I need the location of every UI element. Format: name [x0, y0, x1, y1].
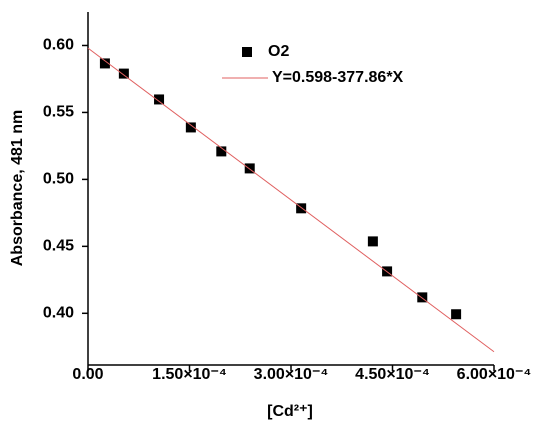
data-point — [99, 58, 110, 69]
legend-marker — [242, 47, 252, 57]
x-tick-label: 1.50×10⁻⁴ — [152, 366, 227, 383]
x-tick-label: 3.00×10⁻⁴ — [254, 366, 329, 383]
data-point — [296, 203, 307, 214]
data-point — [367, 236, 378, 247]
x-tick-label: 0.00 — [72, 366, 103, 383]
data-point — [417, 292, 428, 303]
data-point — [185, 122, 196, 133]
y-tick-label: 0.45 — [43, 238, 74, 255]
y-tick-label: 0.50 — [43, 171, 74, 188]
data-point — [154, 94, 165, 105]
fit-line — [87, 47, 495, 353]
legend-label: Y=0.598-377.86*X — [272, 69, 404, 86]
x-tick-label: 4.50×10⁻⁴ — [355, 366, 430, 383]
data-point — [216, 146, 227, 157]
y-tick-label: 0.60 — [43, 37, 74, 54]
y-axis-title: Absorbance, 481 nm — [9, 110, 26, 267]
x-axis-title: [Cd²⁺] — [267, 403, 313, 420]
legend-label: O2 — [268, 43, 289, 60]
y-tick-label: 0.55 — [43, 104, 74, 121]
y-tick-label: 0.40 — [43, 305, 74, 322]
data-point — [118, 68, 129, 79]
x-tick-label: 6.00×10⁻⁴ — [457, 366, 532, 383]
data-point — [244, 163, 255, 174]
data-point — [451, 309, 462, 320]
